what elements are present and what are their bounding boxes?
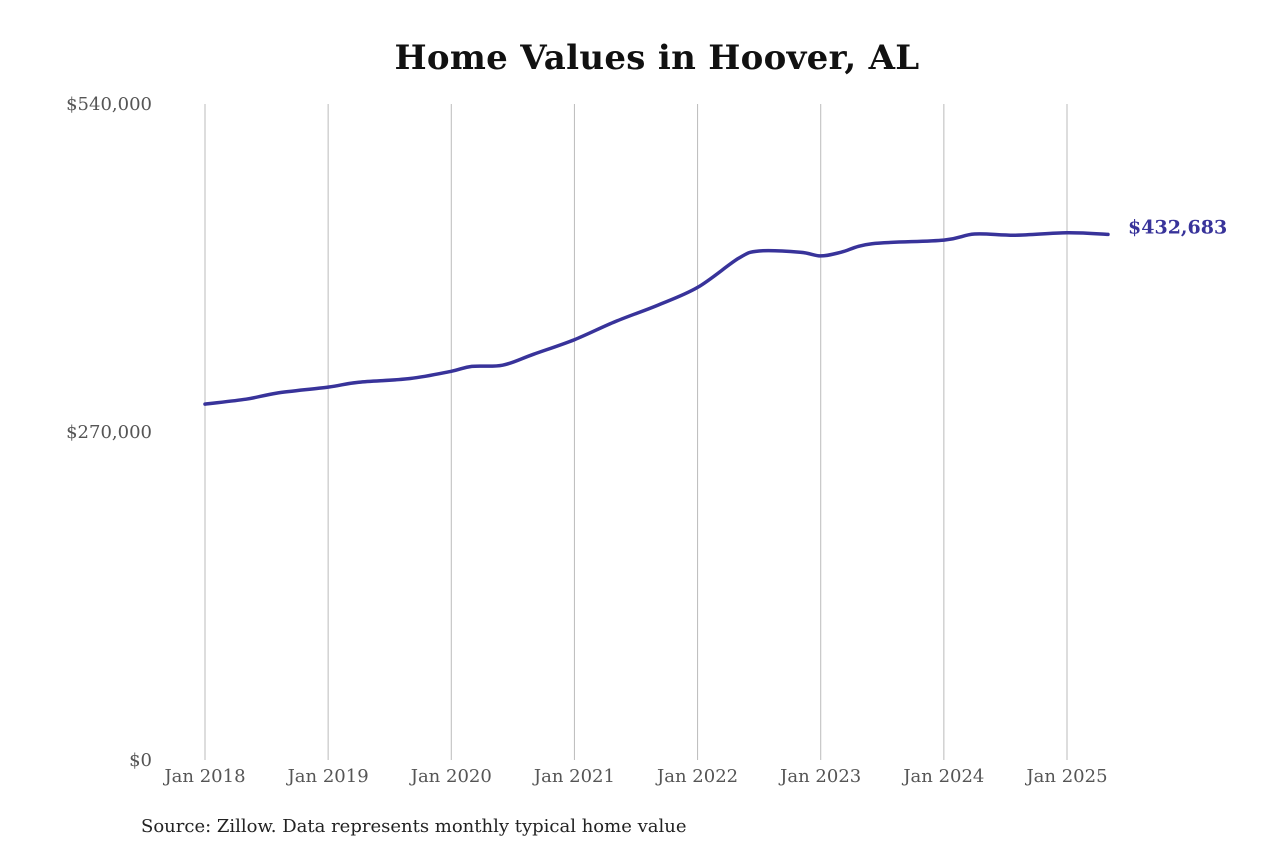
vertical-gridlines: [204, 104, 1068, 760]
x-axis-tick-labels: Jan 2018 Jan 2019 Jan 2020 Jan 2021 Jan 2022…: [162, 766, 1107, 787]
x-tick-label: Jan 2019: [286, 766, 369, 787]
x-tick-label: Jan 2020: [409, 766, 492, 787]
x-tick-label: Jan 2022: [655, 766, 738, 787]
source-note: Source: Zillow. Data represents monthly …: [141, 816, 687, 837]
x-tick-label: Jan 2023: [778, 766, 861, 787]
chart-title: Home Values in Hoover, AL: [394, 38, 920, 78]
y-tick-label: $270,000: [66, 422, 152, 443]
y-tick-label: $0: [129, 750, 152, 771]
y-tick-label: $540,000: [66, 94, 152, 115]
x-tick-label: Jan 2018: [162, 766, 245, 787]
x-tick-label: Jan 2021: [532, 766, 615, 787]
x-tick-label: Jan 2024: [901, 766, 984, 787]
x-tick-label: Jan 2025: [1024, 766, 1107, 787]
home-value-series-line: [203, 231, 1110, 406]
latest-value-label: $432,683: [1128, 216, 1227, 238]
y-axis-tick-labels: $0 $270,000 $540,000: [66, 94, 152, 771]
